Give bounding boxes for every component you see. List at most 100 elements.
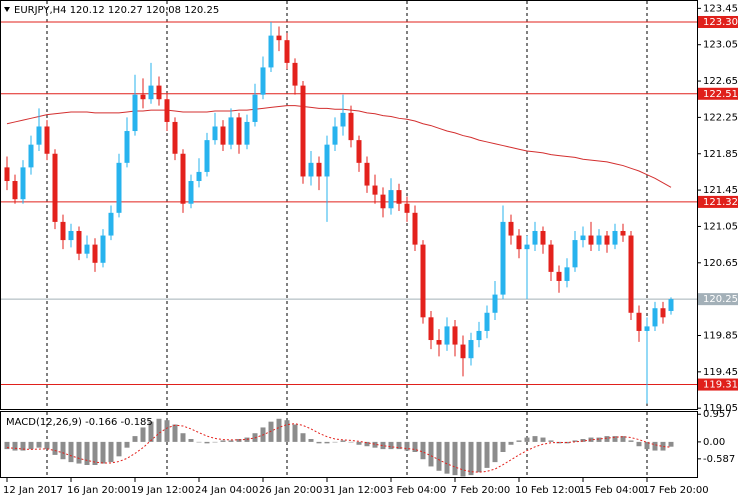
candle-body bbox=[92, 244, 98, 263]
candle-body bbox=[412, 212, 418, 245]
candle-body bbox=[164, 99, 170, 122]
macd-bar bbox=[588, 437, 594, 442]
macd-bar bbox=[596, 437, 602, 442]
level-label: 123.30 bbox=[703, 17, 738, 28]
level-label: 122.51 bbox=[703, 89, 738, 100]
x-tick-label: 12 Jan 2017 bbox=[3, 485, 63, 496]
candle-body bbox=[580, 235, 586, 241]
macd-bar bbox=[580, 439, 586, 442]
candle-body bbox=[644, 326, 650, 331]
candle-body bbox=[596, 235, 602, 245]
candle-body bbox=[364, 162, 370, 186]
macd-bar bbox=[636, 441, 642, 447]
macd-bar bbox=[212, 441, 218, 443]
x-tick-label: 19 Jan 12:00 bbox=[131, 485, 194, 496]
x-tick-label: 26 Jan 20:00 bbox=[259, 485, 322, 496]
macd-bar bbox=[308, 439, 314, 442]
y-tick-label: 0.00 bbox=[703, 437, 725, 448]
macd-bar bbox=[292, 424, 298, 442]
macd-bar bbox=[364, 441, 370, 447]
macd-bar bbox=[28, 441, 34, 450]
macd-bar bbox=[452, 441, 458, 476]
macd-bar bbox=[348, 441, 354, 443]
candle-body bbox=[556, 271, 562, 281]
candle-body bbox=[588, 235, 594, 245]
macd-bar bbox=[124, 441, 130, 448]
macd-bar bbox=[20, 441, 26, 451]
macd-bar bbox=[572, 440, 578, 442]
macd-bar bbox=[284, 420, 290, 442]
candle-body bbox=[84, 244, 90, 254]
candle-body bbox=[612, 230, 618, 245]
macd-bar bbox=[500, 441, 506, 452]
macd-bar bbox=[204, 441, 210, 444]
level-label-box bbox=[698, 378, 738, 391]
macd-bar bbox=[372, 441, 378, 448]
candle-body bbox=[292, 62, 298, 86]
macd-bar bbox=[316, 441, 322, 444]
macd-bar bbox=[148, 421, 154, 442]
y-tick-label: -0.587 bbox=[703, 454, 735, 465]
x-tick-label: 24 Jan 04:00 bbox=[195, 485, 258, 496]
macd-bar bbox=[652, 441, 658, 451]
candle-body bbox=[116, 162, 122, 213]
candle-body bbox=[44, 126, 50, 154]
candle-body bbox=[204, 140, 210, 172]
macd-bar bbox=[524, 437, 530, 442]
candle-body bbox=[340, 112, 346, 127]
macd-bar bbox=[172, 424, 178, 442]
macd-bar bbox=[444, 441, 450, 474]
macd-bar bbox=[196, 441, 202, 443]
candle-body bbox=[28, 144, 34, 168]
candle-body bbox=[60, 221, 66, 241]
candle-body bbox=[220, 126, 226, 145]
candle-body bbox=[12, 181, 18, 200]
macd-bar bbox=[540, 437, 546, 442]
macd-bar bbox=[396, 441, 402, 450]
macd-bar bbox=[484, 441, 490, 468]
y-tick-label: 123.45 bbox=[703, 3, 738, 14]
symbol-menu-arrow bbox=[4, 7, 10, 12]
price-label: 120.25 bbox=[703, 294, 738, 305]
x-tick-label: 17 Feb 20:00 bbox=[643, 485, 709, 496]
y-tick-label: 121.85 bbox=[703, 149, 738, 160]
macd-bar bbox=[36, 441, 42, 448]
macd-bar bbox=[324, 441, 330, 444]
candle-body bbox=[20, 167, 26, 200]
level-label: 119.31 bbox=[703, 380, 738, 391]
candle-body bbox=[356, 140, 362, 163]
macd-bar bbox=[108, 441, 114, 463]
macd-bar bbox=[332, 441, 338, 443]
macd-bar bbox=[388, 441, 394, 450]
candle-body bbox=[564, 267, 570, 281]
candle-body bbox=[324, 144, 330, 177]
macd-bar bbox=[188, 439, 194, 442]
candle-body bbox=[628, 235, 634, 313]
candle-body bbox=[188, 181, 194, 204]
y-tick-label: 122.25 bbox=[703, 112, 738, 123]
macd-bar bbox=[612, 436, 618, 442]
macd-bar bbox=[220, 440, 226, 442]
macd-signal bbox=[6, 423, 672, 473]
candle-body bbox=[276, 35, 282, 41]
x-tick-label: 10 Feb 12:00 bbox=[515, 485, 581, 496]
candle-body bbox=[348, 112, 354, 141]
candle-body bbox=[492, 294, 498, 313]
macd-bar bbox=[164, 420, 170, 442]
level-label-box bbox=[698, 87, 738, 100]
macd-bar bbox=[668, 441, 674, 447]
x-tick-label: 7 Feb 20:00 bbox=[451, 485, 510, 496]
macd-bar bbox=[236, 439, 242, 442]
x-tick-label: 15 Feb 04:00 bbox=[579, 485, 645, 496]
price-panel-frame bbox=[0, 0, 698, 410]
candle-body bbox=[604, 235, 610, 245]
macd-bar bbox=[4, 441, 10, 450]
candle-body bbox=[524, 244, 530, 250]
macd-bar bbox=[140, 427, 146, 442]
candle-body bbox=[228, 117, 234, 145]
macd-bar bbox=[92, 441, 98, 465]
candle-body bbox=[108, 212, 114, 236]
candle-body bbox=[196, 171, 202, 182]
macd-bar bbox=[644, 441, 650, 450]
macd-bar bbox=[548, 440, 554, 442]
